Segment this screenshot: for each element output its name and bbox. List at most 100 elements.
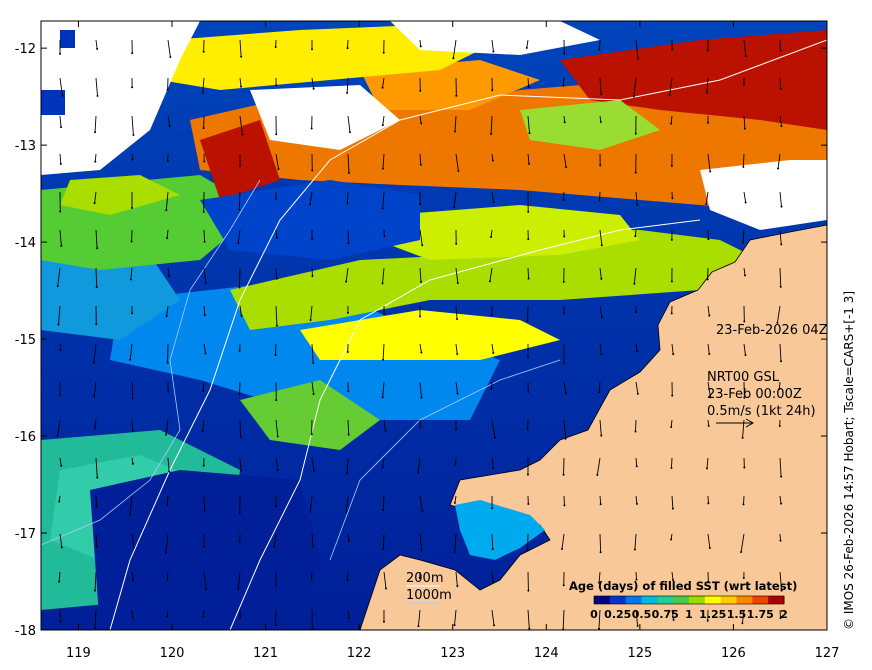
current-arrow-head	[779, 425, 781, 427]
current-arrow-head	[165, 434, 167, 436]
current-arrow-head	[240, 436, 242, 438]
current-arrow-head	[240, 469, 242, 471]
current-arrow-head	[671, 395, 673, 397]
current-arrow-head	[527, 320, 529, 322]
colorbar-tick-label: 1.25	[699, 608, 726, 621]
current-arrow	[60, 610, 61, 622]
current-arrow-head	[528, 278, 530, 280]
current-arrow-head	[563, 281, 565, 283]
current-arrow-head	[167, 391, 169, 393]
current-arrow-head	[347, 47, 349, 49]
x-tick-label: 122	[347, 646, 372, 661]
current-arrow-head	[275, 584, 277, 586]
current-arrow-head	[706, 467, 708, 469]
current-arrow-head	[382, 282, 384, 284]
current-arrow-head	[600, 278, 602, 280]
current-arrow	[780, 78, 781, 89]
current-arrow-head	[205, 588, 207, 590]
current-arrow-head	[742, 242, 744, 244]
current-arrow	[599, 40, 600, 50]
current-arrow-head	[132, 430, 134, 432]
current-arrow-head	[780, 88, 782, 90]
current-arrow-head	[421, 549, 423, 551]
current-arrow-head	[671, 312, 673, 314]
current-arrow-head	[421, 397, 423, 399]
current-arrow-head	[166, 616, 168, 618]
current-arrow-head	[600, 435, 602, 437]
current-arrow-head	[165, 551, 167, 553]
current-arrow-head	[345, 281, 347, 283]
current-arrow-head	[60, 245, 62, 247]
current-arrow-head	[382, 124, 384, 126]
current-arrow-head	[744, 354, 746, 356]
current-arrow-head	[564, 121, 566, 123]
current-arrow-head	[493, 624, 495, 626]
current-arrow-head	[131, 312, 133, 314]
current-arrow-head	[740, 551, 742, 553]
current-arrow-head	[491, 507, 493, 509]
current-arrow-head	[275, 133, 277, 135]
current-arrow	[347, 572, 348, 580]
current-arrow-head	[491, 89, 493, 91]
y-tick-label: -14	[15, 236, 36, 251]
current-arrow-head	[455, 428, 457, 430]
colorbar-swatch	[594, 596, 610, 604]
current-arrow-head	[237, 242, 239, 244]
current-arrow-head	[169, 56, 171, 58]
current-arrow-head	[167, 362, 169, 364]
current-arrow-head	[672, 508, 674, 510]
current-arrow-head	[346, 92, 348, 94]
colorbar-swatch	[721, 596, 737, 604]
colorbar-tick-label: 0	[590, 608, 598, 621]
date-label: 23-Feb-2026 04Z	[716, 323, 828, 338]
current-arrow-head	[309, 511, 311, 513]
colorbar	[594, 596, 785, 604]
current-arrow-head	[636, 350, 638, 352]
current-arrow-head	[743, 503, 745, 505]
current-arrow	[204, 230, 205, 242]
current-arrow-head	[565, 166, 567, 168]
current-arrow-head	[780, 360, 782, 362]
current-arrow-head	[276, 278, 278, 280]
current-arrow-head	[457, 393, 459, 395]
current-arrow-head	[167, 160, 169, 162]
x-tick-label: 124	[534, 646, 559, 661]
current-arrow-head	[311, 433, 313, 435]
current-arrow-head	[634, 549, 636, 551]
current-arrow-head	[527, 391, 529, 393]
current-arrow	[491, 382, 492, 389]
current-arrow-head	[492, 548, 494, 550]
x-tick-label: 123	[440, 646, 465, 661]
current-arrow-head	[744, 128, 746, 130]
current-arrow-head	[205, 352, 207, 354]
current-arrow-head	[600, 93, 602, 95]
current-arrow-head	[204, 314, 206, 316]
current-arrow-head	[382, 168, 384, 170]
current-arrow-head	[348, 172, 350, 174]
current-arrow-head	[598, 391, 600, 393]
current-arrow-head	[348, 434, 350, 436]
current-arrow-head	[743, 466, 745, 468]
current-arrow-head	[96, 505, 98, 507]
contour-1000m-label: 1000m	[406, 588, 452, 603]
colorbar-swatch	[768, 596, 784, 604]
current-arrow-head	[528, 628, 530, 630]
current-arrow-head	[671, 197, 673, 199]
current-arrow-head	[58, 501, 60, 503]
current-arrow-head	[57, 323, 59, 325]
current-arrow-head	[490, 388, 492, 390]
current-arrow-head	[420, 164, 422, 166]
current-arrow-head	[382, 208, 384, 210]
current-arrow-head	[601, 317, 603, 319]
current-arrow-head	[563, 362, 565, 364]
current-arrow	[600, 534, 601, 552]
current-arrow-head	[600, 551, 602, 553]
current-arrow-head	[94, 590, 96, 592]
current-arrow-head	[312, 362, 314, 364]
current-arrow-head	[490, 133, 492, 135]
current-arrow-head	[454, 502, 456, 504]
current-arrow-head	[635, 172, 637, 174]
current-arrow-head	[133, 546, 135, 548]
current-arrow-head	[203, 51, 205, 53]
current-arrow-head	[96, 247, 98, 249]
